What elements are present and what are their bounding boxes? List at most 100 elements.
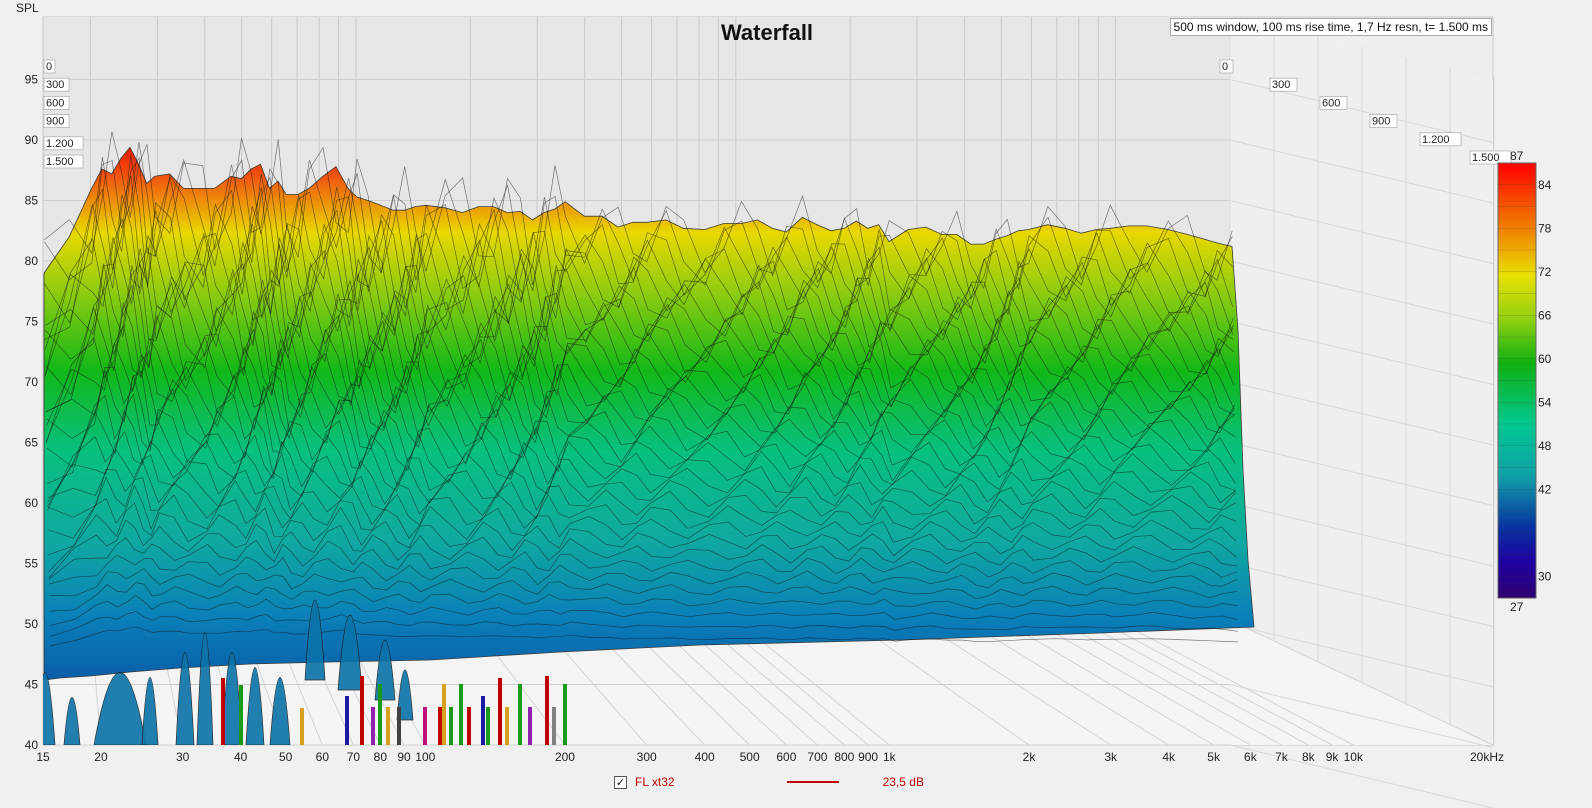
y-tick-label: 80 [25,254,39,268]
x-tick-label: 1k [883,750,897,764]
time-tick-box [1469,150,1512,165]
x-tick-label: 300 [637,750,657,764]
time-tick-box [43,77,70,92]
peak-bar [360,676,364,745]
x-tick-label: 80 [374,750,388,764]
y-tick-label: 55 [25,557,39,571]
x-tick-label: 50 [279,750,293,764]
decay-slice [48,502,1237,572]
legend-series-name: FL xt32 [635,775,675,789]
decay-slice [46,324,1235,429]
peak-bar [545,676,549,745]
x-tick-label: 2k [1023,750,1037,764]
decay-slice [48,484,1237,556]
gridline-floor [1001,619,1214,746]
peak-bar [423,707,427,745]
time-tick-box [43,96,70,110]
decay-lobe [304,600,326,681]
colorbar-divisions [1498,162,1536,599]
time-axis-labels-right: 0 300 600 900 1.200 1.500 [1219,59,1512,165]
time-tick-box [1219,59,1234,74]
decay-slice [49,595,1238,627]
x-tick-label: 900 [858,750,878,764]
x-tick-label: 60 [316,750,330,764]
x-tick-label: 700 [807,750,827,764]
decay-lobe [141,677,159,745]
low-frequency-decay-lobes [43,600,414,745]
decay-slice [47,393,1236,507]
x-tick-label: 500 [740,750,760,764]
peak-bar [438,707,442,745]
decay-slice [49,554,1238,589]
legend-offset: 23,5 dB [882,775,924,789]
y-tick-label: 50 [25,617,39,631]
gridline-floor [1078,619,1309,746]
x-tick-label: 4k [1162,750,1176,764]
peak-bar [505,707,509,745]
time-tick-label: 1.200 [46,138,74,150]
time-tick-label: 600 [1322,97,1340,109]
colorbar-tick-label: 42 [1538,482,1552,496]
x-tick-label: 20 [94,750,108,764]
x-tick-label: 9k [1326,750,1340,764]
peak-markers [221,676,567,745]
peak-bar [378,684,382,745]
gridline-floor [916,619,1111,746]
decay-lobe [175,652,195,745]
peak-bar [449,707,453,745]
x-tick-label: 8k [1302,750,1316,764]
peak-bar [442,684,446,745]
peak-bar [221,678,225,745]
time-tick-label: 1.500 [46,156,74,168]
colorbar-tick-label: 30 [1538,569,1552,583]
decay-slice [49,626,1239,647]
x-axis-labels: 15 20 30 40 50 60 70 80 90 100 200 300 400 500 600 700 8… [36,750,1504,764]
x-tick-label: 100 [415,750,435,764]
chart-title: Waterfall [720,20,814,45]
peak-bar [459,684,463,745]
y-axis-labels: 95 90 85 80 75 70 65 60 55 50 45 40 [25,73,39,753]
colorbar-tick-label: 66 [1538,308,1552,322]
decay-slice [49,611,1238,637]
decay-lobe [63,697,81,745]
x-tick-label: 400 [695,750,715,764]
x-tick-label: 200 [555,750,575,764]
gridline-floor [1115,619,1354,746]
gridline-side [1229,684,1494,748]
decay-slice [45,285,1235,442]
time-tick-box [1269,77,1298,92]
gridline-floor [1031,619,1251,746]
time-tick-label: 0 [46,61,52,73]
decay-slice [49,568,1238,600]
series-checkbox[interactable]: ✓ [614,775,627,789]
y-tick-label: 40 [25,738,39,752]
y-tick-label: 75 [25,315,39,329]
time-tick-box [43,59,56,74]
time-tick-label: 1.500 [1472,152,1500,164]
decay-slice [44,155,1234,340]
x-tick-label: 7k [1275,750,1289,764]
decay-lobe [43,672,56,745]
x-tick-label: 5k [1207,750,1221,764]
x-tick-label: 15 [36,750,50,764]
x-tick-label: 40 [234,750,248,764]
decay-slice [45,263,1235,396]
time-tick-label: 900 [1372,116,1390,128]
x-tick-label: 30 [176,750,190,764]
legend-line-swatch [786,781,839,783]
settings-label: 500 ms window, 100 ms rise time, 1,7 Hz … [1169,18,1492,36]
gridline-floor [1098,619,1333,746]
y-tick-label: 95 [25,73,39,87]
decay-slice [48,519,1237,579]
y-axis-title: SPL [16,1,39,15]
colorbar-tick-label: 54 [1538,395,1552,409]
peak-bar [481,696,485,745]
peak-bar [397,707,401,745]
peak-bar [467,707,471,745]
peak-bar [486,707,490,745]
time-tick-box [1319,96,1348,110]
y-tick-label: 85 [25,194,39,208]
peak-bar [300,708,304,745]
